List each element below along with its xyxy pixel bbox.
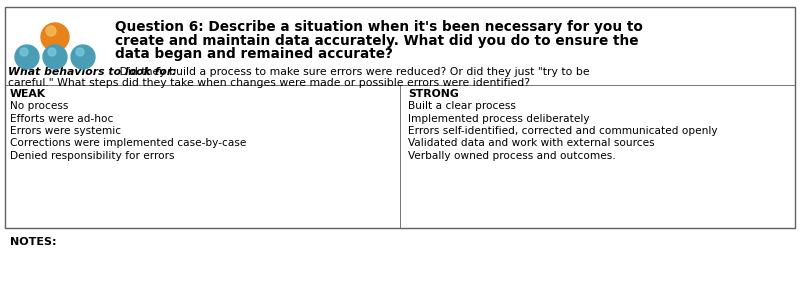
Text: WEAK: WEAK [10,89,46,99]
Text: Verbally owned process and outcomes.: Verbally owned process and outcomes. [408,151,616,161]
Text: create and maintain data accurately. What did you do to ensure the: create and maintain data accurately. Wha… [115,34,638,48]
Text: NOTES:: NOTES: [10,237,57,247]
Circle shape [15,45,39,69]
Circle shape [71,45,95,69]
Text: No process: No process [10,101,68,111]
Text: What behaviors to look for:: What behaviors to look for: [8,67,177,77]
Circle shape [46,26,56,36]
Text: Denied responsibility for errors: Denied responsibility for errors [10,151,174,161]
Text: careful." What steps did they take when changes were made or possible errors wer: careful." What steps did they take when … [8,78,530,88]
Text: Implemented process deliberately: Implemented process deliberately [408,113,590,123]
Text: Errors were systemic: Errors were systemic [10,126,121,136]
Text: Efforts were ad-hoc: Efforts were ad-hoc [10,113,114,123]
Circle shape [41,23,69,51]
Text: Corrections were implemented case-by-case: Corrections were implemented case-by-cas… [10,139,246,148]
Circle shape [43,45,67,69]
Text: data began and remained accurate?: data began and remained accurate? [115,47,393,61]
Circle shape [76,48,84,56]
Text: Did they build a process to make sure errors were reduced? Or did they just "try: Did they build a process to make sure er… [116,67,590,77]
Text: Validated data and work with external sources: Validated data and work with external so… [408,139,654,148]
Text: Errors self-identified, corrected and communicated openly: Errors self-identified, corrected and co… [408,126,718,136]
FancyBboxPatch shape [5,7,795,228]
Text: STRONG: STRONG [408,89,458,99]
Text: Question 6: Describe a situation when it's been necessary for you to: Question 6: Describe a situation when it… [115,20,643,34]
Circle shape [20,48,28,56]
Circle shape [48,48,56,56]
Text: Built a clear process: Built a clear process [408,101,516,111]
